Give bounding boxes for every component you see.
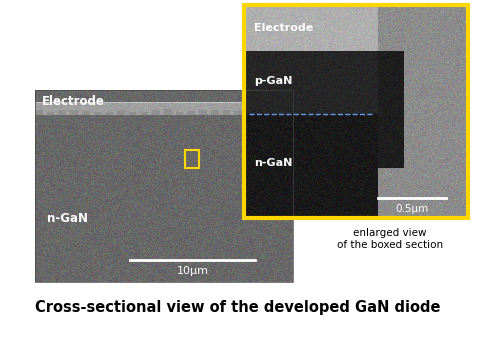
Bar [176, 112, 183, 115]
Bar [141, 112, 148, 115]
Bar [223, 110, 230, 115]
Bar [211, 110, 218, 115]
Bar [82, 111, 90, 115]
Bar [270, 110, 277, 115]
Text: enlarged view
of the boxed section: enlarged view of the boxed section [337, 228, 443, 250]
Bar [59, 110, 66, 115]
Bar [35, 110, 43, 115]
Bar [199, 110, 207, 115]
Bar [188, 111, 195, 115]
Bar [246, 109, 254, 115]
Text: 0.5μm: 0.5μm [396, 204, 429, 214]
Text: 10μm: 10μm [177, 266, 208, 276]
Bar [234, 112, 242, 115]
Bar [152, 110, 160, 115]
Text: Electrode: Electrode [42, 95, 105, 108]
Bar [35, 90, 293, 282]
Bar [258, 110, 265, 115]
Bar [129, 112, 136, 115]
Bar [106, 112, 113, 115]
Bar [281, 112, 289, 115]
Text: Cross-sectional view of the developed GaN diode: Cross-sectional view of the developed Ga… [35, 300, 441, 315]
Bar [244, 5, 468, 218]
Bar [47, 112, 54, 115]
Bar [70, 110, 78, 115]
Bar [185, 150, 199, 168]
Text: Electrode: Electrode [254, 23, 313, 33]
Bar [117, 110, 125, 115]
Text: p-GaN: p-GaN [254, 76, 292, 86]
Bar [164, 109, 172, 115]
Text: n-GaN: n-GaN [47, 212, 88, 225]
Bar [94, 112, 101, 115]
Text: n-GaN: n-GaN [254, 158, 292, 168]
